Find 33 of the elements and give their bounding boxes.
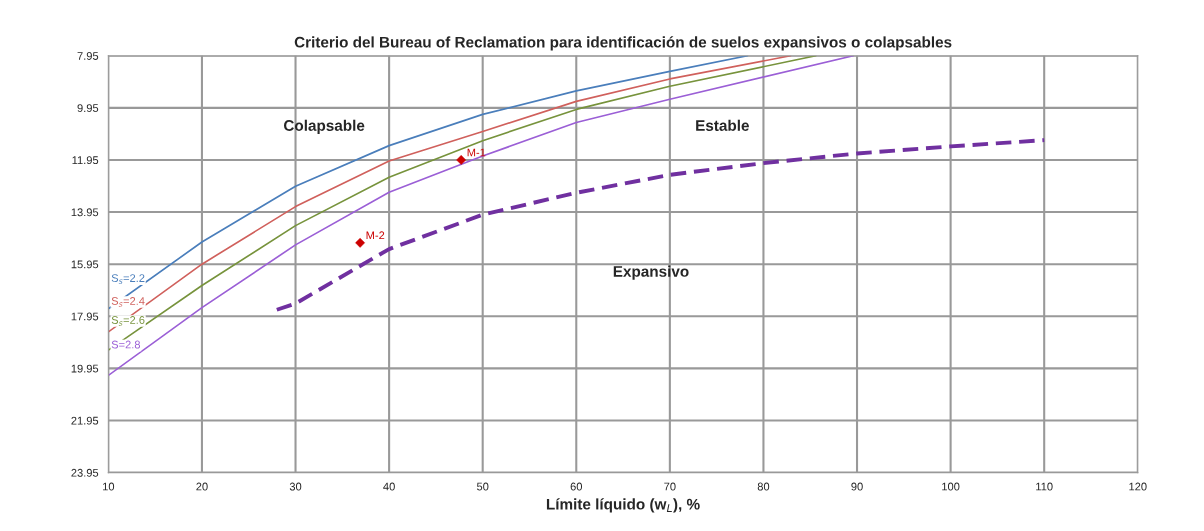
annotation: Colapsable [283,119,365,134]
x-tick-label: 70 [664,482,676,491]
series-label: S$_{s}$=2.6 [111,316,145,326]
x-tick-label: 10 [103,482,115,491]
y-tick-label: 23.95 [71,468,99,477]
x-tick-label: 20 [196,482,208,491]
annotation: Expansivo [613,265,689,280]
y-tick-label: 7.95 [77,52,99,60]
x-tick-label: 100 [942,482,960,491]
y-tick-label: 15.95 [71,260,99,269]
x-tick-label: 30 [289,482,302,491]
annotation: M-1 [467,148,486,157]
x-tick-label: 110 [1036,482,1053,491]
y-tick-label: 11.95 [72,156,99,165]
chart-title: Criterio del Bureau of Reclamation para identificación de suelos expansivos o colapsables [294,36,952,51]
x-tick-label: 120 [1129,482,1147,491]
series-label: S$_{s}$=2.2 [111,274,145,284]
y-tick-label: 17.95 [71,312,99,321]
series-label: S$_{s}$=2.4 [111,297,145,307]
annotation: M-2 [366,231,385,240]
line-series [274,138,1047,312]
x-tick-label: 50 [476,482,489,491]
y-tick-label: 13.95 [71,208,99,217]
x-axis-title: Límite líquido (w$_{L}$), % [546,498,700,513]
y-tick-label: 21.95 [71,416,99,425]
y-tick-label: 19.95 [71,364,99,373]
x-tick-label: 40 [383,482,395,491]
x-tick-label: 90 [851,482,863,491]
x-tick-label: 80 [757,482,770,491]
y-tick-label: 9.95 [77,104,99,112]
annotation: Estable [696,119,749,131]
series-label: S=2.8 [111,340,141,349]
x-tick-label: 60 [570,482,583,491]
